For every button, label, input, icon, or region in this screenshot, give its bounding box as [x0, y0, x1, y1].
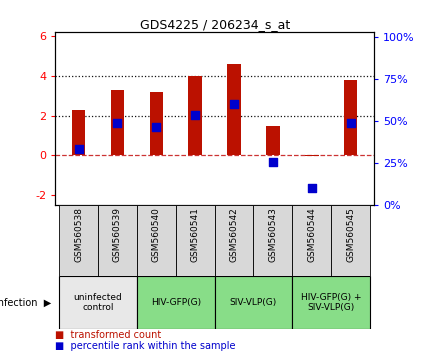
Bar: [331, 205, 370, 276]
Bar: [137, 276, 215, 329]
Bar: [292, 205, 331, 276]
Bar: [137, 205, 176, 276]
Bar: [215, 205, 253, 276]
Text: ■  percentile rank within the sample: ■ percentile rank within the sample: [55, 341, 236, 351]
Text: SIV-VLP(G): SIV-VLP(G): [230, 298, 277, 307]
Point: [114, 120, 121, 125]
Point: [153, 124, 160, 130]
Text: uninfected
control: uninfected control: [74, 293, 122, 312]
Text: GSM560545: GSM560545: [346, 207, 355, 262]
Point: [75, 147, 82, 152]
Bar: [266, 126, 280, 155]
Text: GSM560539: GSM560539: [113, 207, 122, 262]
Point: [347, 120, 354, 125]
Text: GSM560541: GSM560541: [191, 207, 200, 262]
Text: ■  transformed count: ■ transformed count: [55, 330, 162, 339]
Bar: [305, 155, 319, 156]
Bar: [292, 276, 370, 329]
Bar: [227, 64, 241, 155]
Text: GSM560538: GSM560538: [74, 207, 83, 262]
Bar: [72, 110, 85, 155]
Point: [309, 185, 315, 191]
Point: [192, 112, 198, 118]
Title: GDS4225 / 206234_s_at: GDS4225 / 206234_s_at: [139, 18, 290, 31]
Bar: [253, 205, 292, 276]
Bar: [59, 276, 137, 329]
Text: GSM560542: GSM560542: [230, 207, 238, 262]
Bar: [188, 76, 202, 155]
Point: [269, 160, 276, 165]
Bar: [98, 205, 137, 276]
Bar: [59, 205, 98, 276]
Text: GSM560544: GSM560544: [307, 207, 316, 262]
Bar: [176, 205, 215, 276]
Bar: [215, 276, 292, 329]
Text: GSM560543: GSM560543: [269, 207, 278, 262]
Text: HIV-GFP(G): HIV-GFP(G): [151, 298, 201, 307]
Text: GSM560540: GSM560540: [152, 207, 161, 262]
Bar: [110, 90, 124, 155]
Text: HIV-GFP(G) +
SIV-VLP(G): HIV-GFP(G) + SIV-VLP(G): [301, 293, 362, 312]
Text: infection  ▶: infection ▶: [0, 298, 51, 308]
Bar: [150, 92, 163, 155]
Point: [231, 101, 238, 107]
Bar: [344, 80, 357, 155]
